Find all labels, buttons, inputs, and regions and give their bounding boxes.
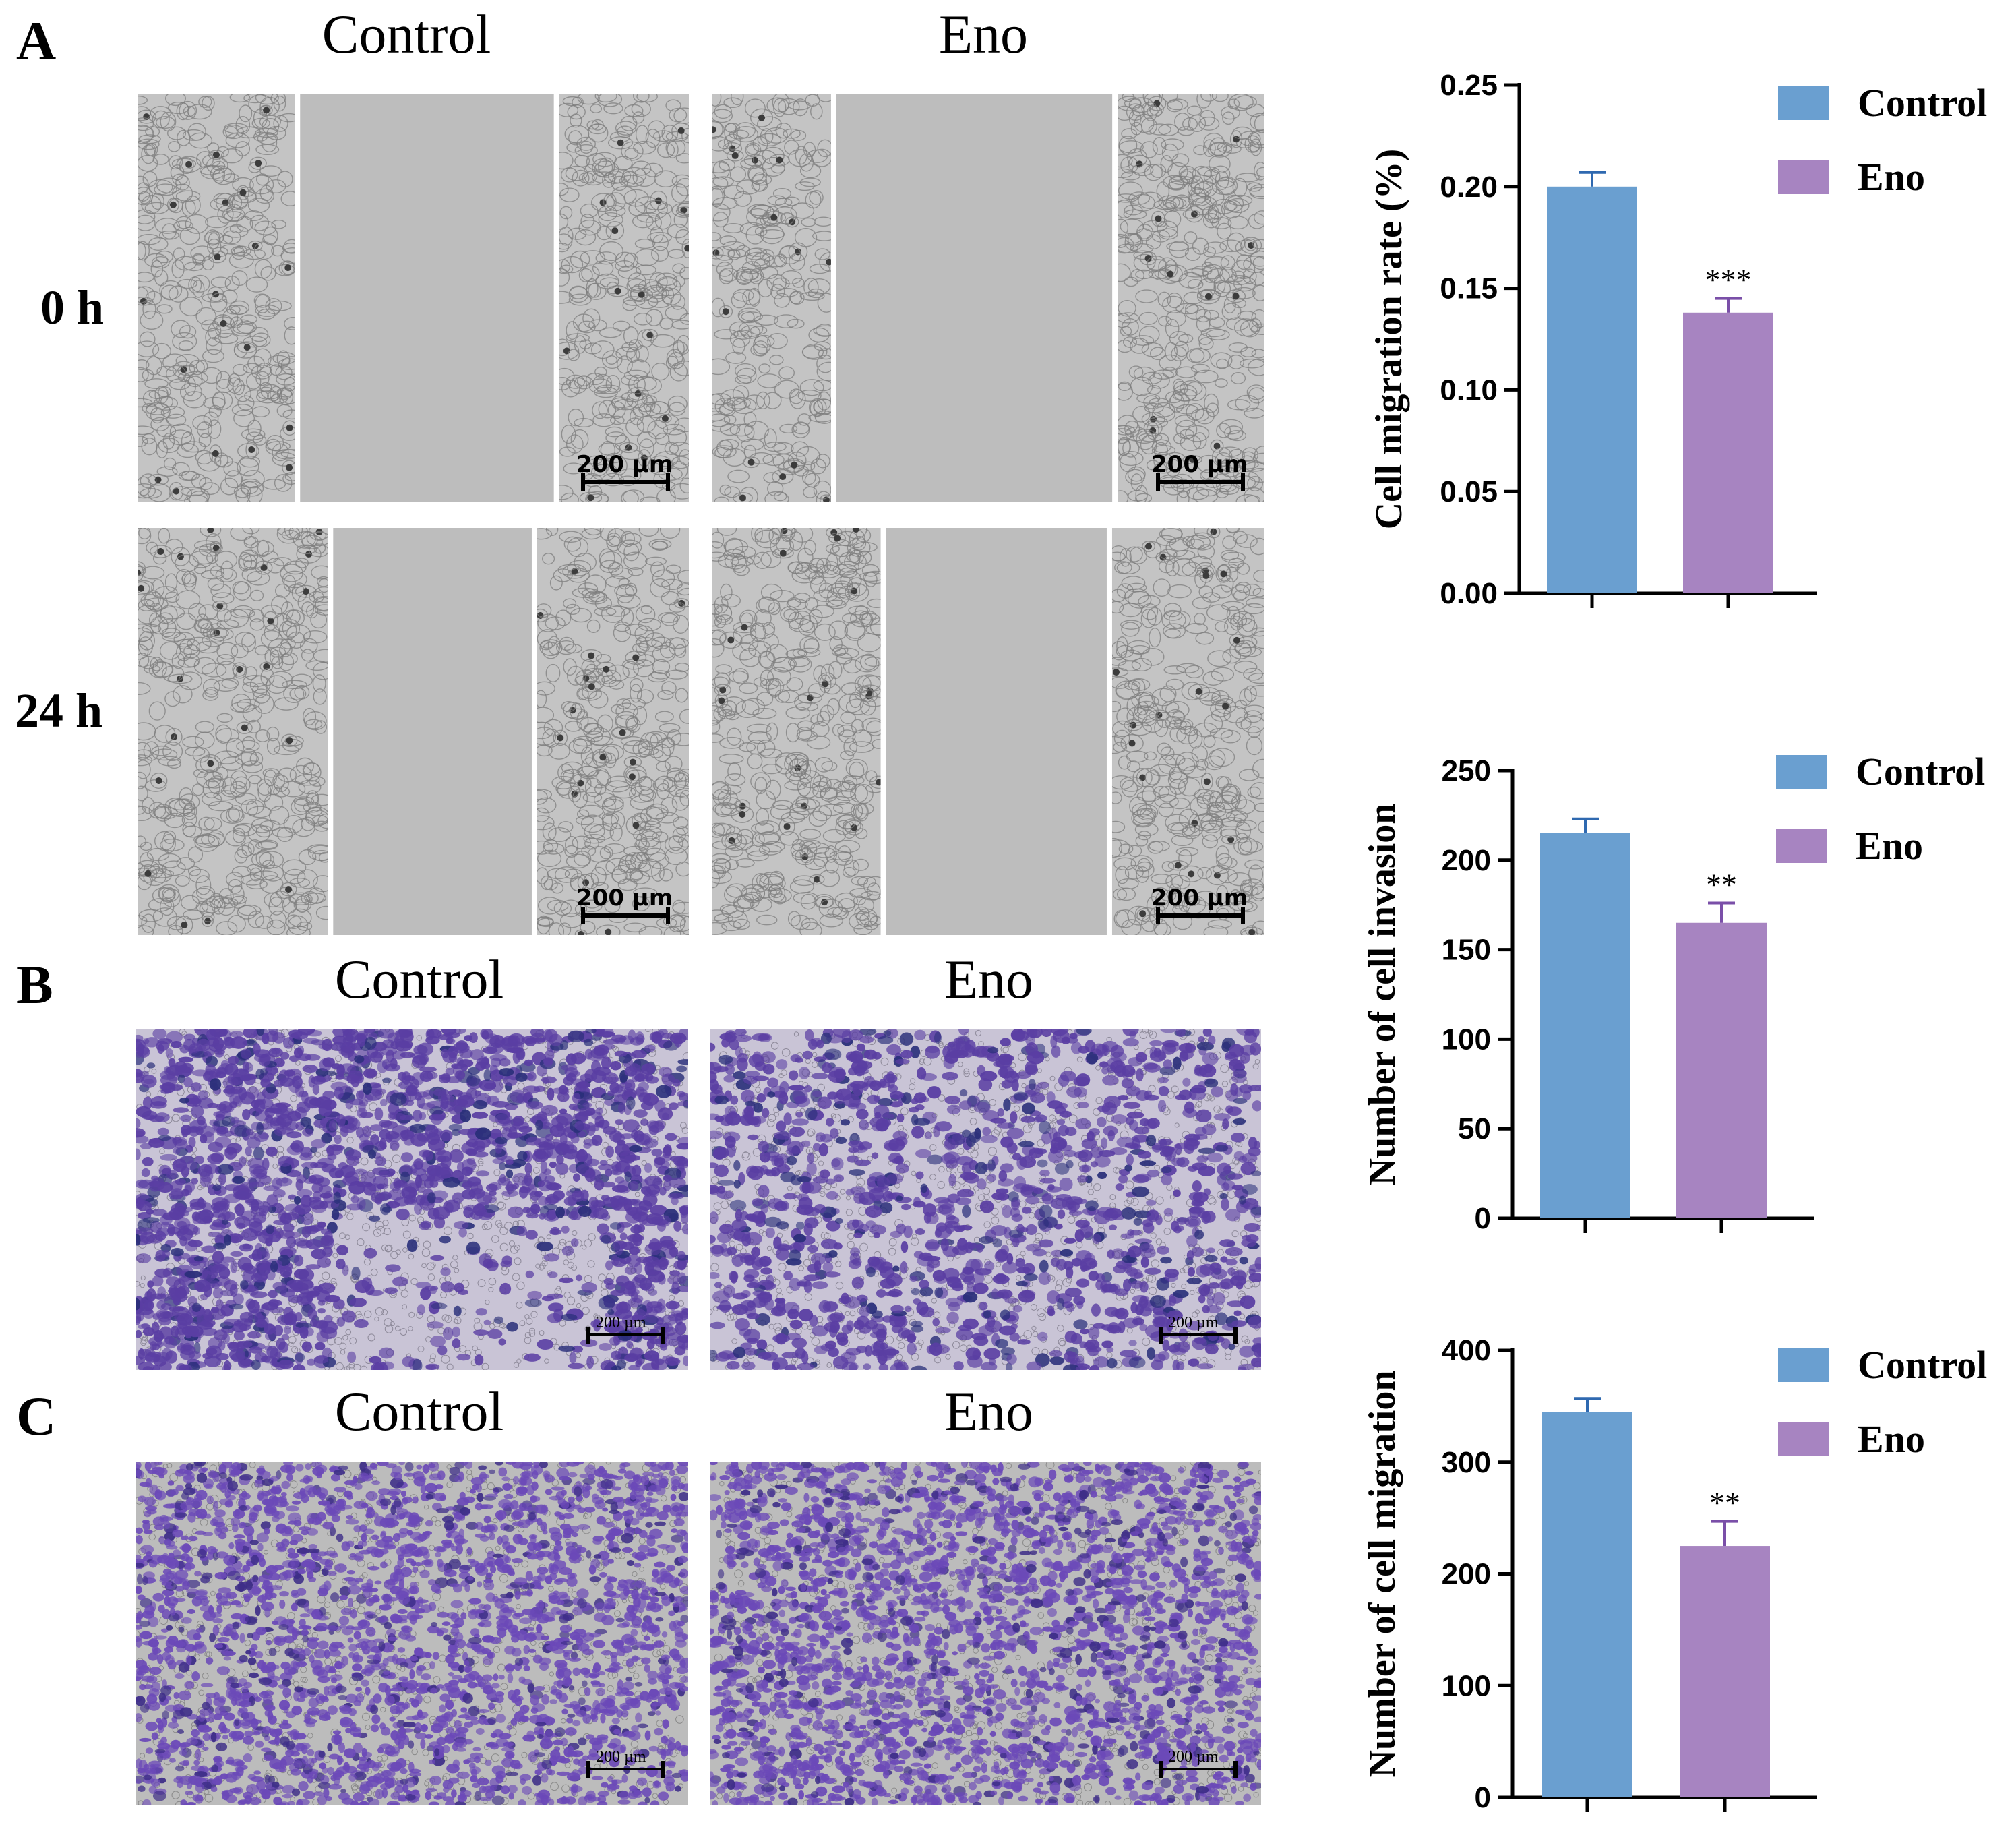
legend-label-control: Control <box>1856 750 1985 793</box>
row-label-0h: 0 h <box>40 280 104 334</box>
scale-label-c1: 200 µm <box>596 1748 646 1766</box>
micrograph-texture <box>712 94 1264 502</box>
scale-label-b2: 200 µm <box>1168 1314 1219 1331</box>
y-tick-label: 0 <box>1475 1202 1491 1235</box>
micrograph-texture <box>712 528 1264 935</box>
y-tick-label: 0.20 <box>1440 171 1498 204</box>
legend-swatch-eno <box>1778 1422 1829 1456</box>
y-axis-label: Number of cell invasion <box>1362 804 1403 1186</box>
y-axis-label: Cell migration rate (%) <box>1368 149 1410 529</box>
significance-marker: ** <box>1709 1486 1740 1520</box>
panel-c-title-control: Control <box>334 1381 504 1442</box>
scale-label-a3: 200 µm <box>576 884 673 911</box>
legend-label-control: Control <box>1858 81 1987 125</box>
scale-label-c2: 200 µm <box>1168 1748 1219 1766</box>
scale-bar-b2 <box>1159 1327 1238 1344</box>
legend-swatch-eno <box>1778 160 1829 194</box>
legend-swatch-control <box>1776 755 1827 789</box>
significance-marker: *** <box>1705 263 1752 297</box>
migration-image-eno <box>710 1462 1261 1805</box>
scale-label-a4: 200 µm <box>1151 884 1248 911</box>
micrograph-texture <box>710 1462 1261 1805</box>
error-bar-control <box>1574 1397 1601 1412</box>
y-tick-label: 200 <box>1442 844 1491 877</box>
bar-control <box>1540 833 1630 1218</box>
micrograph-texture <box>136 1462 688 1805</box>
chart-migration-rate: 0.00 0.05 0.10 0.15 0.20 0.25 Cell migration r… <box>1335 54 2016 627</box>
bar-eno <box>1683 312 1773 593</box>
y-tick-label: 100 <box>1442 1669 1491 1702</box>
y-tick-label: 0.00 <box>1440 577 1498 610</box>
row-label-24h: 24 h <box>15 684 103 738</box>
panel-a-title-eno: Eno <box>938 3 1029 65</box>
scale-bar-a2 <box>1156 473 1245 491</box>
scale-bar-a1 <box>581 473 670 491</box>
scratch-image-control-0h <box>138 94 689 502</box>
chart-svg: 0 50 100 150 200 250 Number of cell invasion **… <box>1362 750 1985 1235</box>
bar-eno <box>1680 1546 1770 1797</box>
y-tick-label: 200 <box>1442 1558 1491 1591</box>
y-tick-label: 250 <box>1442 754 1491 787</box>
micrograph-texture <box>138 528 689 935</box>
bar-eno <box>1676 922 1767 1218</box>
bar-control <box>1542 1412 1632 1797</box>
panel-c-letter: C <box>16 1385 57 1447</box>
y-axis-label: Number of cell migration <box>1362 1371 1403 1778</box>
y-tick-label: 300 <box>1442 1446 1491 1479</box>
bar-control <box>1547 186 1637 593</box>
legend-swatch-eno <box>1776 829 1827 863</box>
error-bar-control <box>1579 171 1606 187</box>
micrograph-texture <box>136 1029 688 1370</box>
legend-label-control: Control <box>1858 1343 1987 1387</box>
chart-svg: 0 100 200 300 400 Number of cell migration ** C… <box>1362 1334 1987 1814</box>
legend-swatch-control <box>1778 86 1829 120</box>
scratch-image-control-24h <box>138 528 689 935</box>
scale-bar-a3 <box>581 907 670 924</box>
scale-bar-c1 <box>586 1761 665 1778</box>
y-tick-label: 0.15 <box>1440 272 1498 305</box>
y-tick-label: 0 <box>1475 1781 1491 1814</box>
chart-svg: 0.00 0.05 0.10 0.15 0.20 0.25 Cell migration r… <box>1368 69 1987 610</box>
invasion-image-eno <box>710 1029 1261 1370</box>
chart-cell-migration: 0 100 200 300 400 Number of cell migration ** C… <box>1335 1321 2016 1829</box>
error-bar-control <box>1572 817 1599 833</box>
legend-label-eno: Eno <box>1858 155 1925 199</box>
y-tick-label: 0.05 <box>1440 475 1498 508</box>
scale-bar-b1 <box>586 1327 665 1344</box>
scale-label-a2: 200 µm <box>1151 451 1248 478</box>
y-tick-label: 400 <box>1442 1334 1491 1367</box>
migration-image-control <box>136 1462 688 1805</box>
error-bar-eno <box>1708 901 1735 923</box>
panel-b-title-eno: Eno <box>944 949 1034 1010</box>
error-bar-eno <box>1715 297 1742 313</box>
scale-label-b1: 200 µm <box>596 1314 646 1331</box>
y-tick-label: 100 <box>1442 1023 1491 1056</box>
legend-label-eno: Eno <box>1858 1417 1925 1461</box>
panel-c-title-eno: Eno <box>944 1381 1034 1442</box>
panel-b-letter: B <box>16 954 53 1015</box>
scale-label-a1: 200 µm <box>576 451 673 478</box>
panel-b-title-control: Control <box>334 949 504 1010</box>
invasion-image-control <box>136 1029 688 1370</box>
y-tick-label: 0.10 <box>1440 373 1498 407</box>
scratch-image-eno-0h <box>712 94 1264 502</box>
y-tick-label: 150 <box>1442 934 1491 967</box>
legend-swatch-control <box>1778 1348 1829 1382</box>
legend-label-eno: Eno <box>1856 824 1923 868</box>
y-tick-label: 0.25 <box>1440 69 1498 102</box>
scratch-image-eno-24h <box>712 528 1264 935</box>
panel-a-letter: A <box>16 10 57 71</box>
scale-bar-a4 <box>1156 907 1245 924</box>
error-bar-eno <box>1711 1520 1738 1547</box>
micrograph-texture <box>710 1029 1261 1370</box>
scale-bar-c2 <box>1159 1761 1238 1778</box>
y-tick-label: 50 <box>1458 1112 1491 1145</box>
significance-marker: ** <box>1706 868 1737 902</box>
micrograph-texture <box>138 94 689 502</box>
panel-a-title-control: Control <box>322 3 491 65</box>
chart-cell-invasion: 0 50 100 150 200 250 Number of cell invasion **… <box>1335 742 2016 1301</box>
